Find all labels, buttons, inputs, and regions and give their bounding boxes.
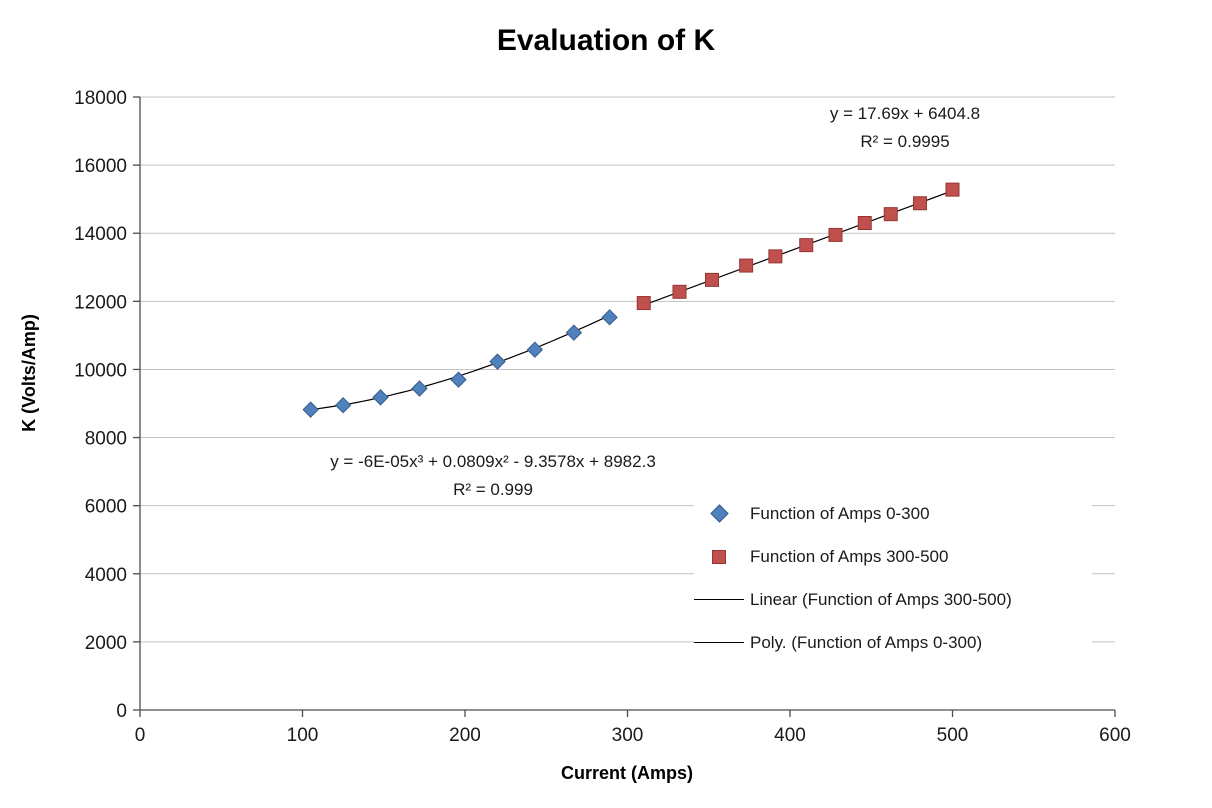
y-tick-label: 4000 <box>85 565 127 586</box>
y-tick-label: 10000 <box>74 360 127 381</box>
x-tick-label: 300 <box>612 725 644 746</box>
y-tick-label: 18000 <box>74 88 127 109</box>
legend-item: Linear (Function of Amps 300-500) <box>694 578 1092 621</box>
y-tick-label: 8000 <box>85 429 127 450</box>
red-square-marker-icon <box>712 549 726 564</box>
y-axis-title: K (Volts/Amp) <box>19 314 39 432</box>
legend-marker-box <box>694 599 744 600</box>
x-tick-label: 100 <box>287 725 319 746</box>
linear-trendline-annotation: y = 17.69x + 6404.8 R² = 0.9995 <box>745 100 1065 156</box>
y-tick-label: 16000 <box>74 156 127 177</box>
y-tick-label: 14000 <box>74 224 127 245</box>
data-point-square <box>768 249 783 264</box>
legend-label: Linear (Function of Amps 300-500) <box>750 589 1012 609</box>
legend-item: Poly. (Function of Amps 0-300) <box>694 621 1092 664</box>
poly-equation-text: y = -6E-05x³ + 0.0809x² - 9.3578x + 8982… <box>330 452 656 471</box>
y-tick-label: 6000 <box>85 497 127 518</box>
data-point-diamond <box>372 389 389 406</box>
data-point-square <box>913 196 927 211</box>
data-point-square <box>883 207 898 222</box>
data-point-diamond <box>334 396 352 414</box>
poly-r-squared-text: R² = 0.999 <box>453 480 533 499</box>
data-point-square <box>705 272 719 287</box>
poly-trendline-annotation: y = -6E-05x³ + 0.0809x² - 9.3578x + 8982… <box>268 448 718 504</box>
data-point-square <box>945 182 960 197</box>
chart-title: Evaluation of K <box>496 24 716 57</box>
data-point-diamond <box>450 371 467 388</box>
legend-item: Function of Amps 300-500 <box>694 535 1092 578</box>
x-axis-title: Current (Amps) <box>560 763 693 783</box>
data-point-diamond <box>565 324 583 341</box>
poly-trendline <box>310 314 610 411</box>
y-tick-label: 2000 <box>85 633 127 654</box>
trendline-marker-icon <box>694 642 744 643</box>
data-point-square <box>672 284 687 299</box>
blue-diamond-marker-icon <box>709 504 729 523</box>
x-tick-label: 500 <box>937 725 969 746</box>
data-point-diamond <box>489 353 506 370</box>
legend-label: Poly. (Function of Amps 0-300) <box>750 632 983 652</box>
data-point-square <box>828 227 843 242</box>
legend-marker-box <box>694 642 744 643</box>
data-point-square <box>799 238 814 253</box>
data-point-square <box>857 216 872 231</box>
x-tick-label: 200 <box>449 725 481 746</box>
legend-item: Function of Amps 0-300 <box>694 492 1092 535</box>
linear-r-squared-text: R² = 0.9995 <box>860 132 950 151</box>
legend: Function of Amps 0-300 Function of Amps 3… <box>694 492 1092 664</box>
data-point-diamond <box>526 341 544 358</box>
y-tick-label: 0 <box>116 701 127 722</box>
data-point-diamond <box>411 380 428 397</box>
data-point-diamond <box>601 309 618 326</box>
legend-marker-box <box>694 504 744 523</box>
linear-trendline <box>640 188 957 307</box>
legend-label: Function of Amps 0-300 <box>750 503 930 523</box>
legend-marker-box <box>694 549 744 564</box>
x-tick-label: 0 <box>135 725 146 746</box>
data-point-square <box>739 258 754 273</box>
linear-equation-text: y = 17.69x + 6404.8 <box>829 104 981 123</box>
x-tick-label: 400 <box>774 725 806 746</box>
data-point-square <box>636 296 651 311</box>
y-tick-label: 12000 <box>74 292 127 313</box>
data-point-diamond <box>302 401 319 418</box>
legend-label: Function of Amps 300-500 <box>750 546 949 566</box>
trendline-marker-icon <box>694 599 744 600</box>
x-tick-label: 600 <box>1099 725 1131 746</box>
